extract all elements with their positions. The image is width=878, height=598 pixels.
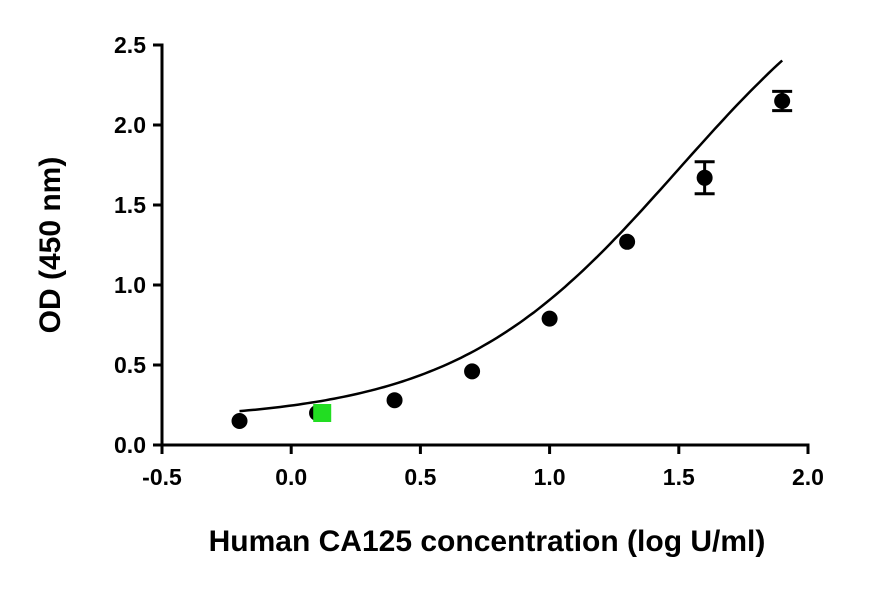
- x-tick-label: 2.0: [792, 464, 824, 490]
- sample-square-marker: [313, 404, 332, 422]
- x-tick-label: -0.5: [142, 464, 182, 490]
- data-point: [541, 310, 558, 327]
- data-point: [774, 93, 791, 109]
- x-axis-title: Human CA125 concentration (log U/ml): [209, 525, 766, 558]
- data-point: [386, 392, 403, 409]
- y-tick-label: 1.5: [114, 192, 146, 218]
- y-ticks: 0.0 0.5 1.0 1.5 2.0 2.5: [114, 32, 162, 458]
- data-point: [464, 363, 481, 380]
- x-tick-label: 1.0: [534, 464, 566, 490]
- y-axis-title: OD (450 nm): [34, 157, 67, 334]
- data-point: [231, 413, 248, 429]
- data-markers: [231, 89, 793, 429]
- data-point: [696, 169, 713, 186]
- x-tick-label: 0.0: [275, 464, 307, 490]
- y-tick-label: 2.0: [114, 112, 146, 138]
- y-tick-label: 1.0: [114, 272, 146, 298]
- y-tick-label: 0.0: [114, 432, 146, 458]
- y-tick-label: 0.5: [114, 352, 146, 378]
- x-tick-label: 0.5: [404, 464, 436, 490]
- x-tick-label: 1.5: [663, 464, 695, 490]
- x-ticks: -0.5 0.0 0.5 1.0 1.5 2.0: [142, 445, 824, 490]
- fit-curve: [239, 59, 784, 413]
- axes: -0.5 0.0 0.5 1.0 1.5 2.0 0.0 0.5 1.0 1.5 2.0 2.5: [114, 32, 824, 490]
- data-point: [619, 233, 636, 250]
- y-tick-label: 2.5: [114, 32, 146, 58]
